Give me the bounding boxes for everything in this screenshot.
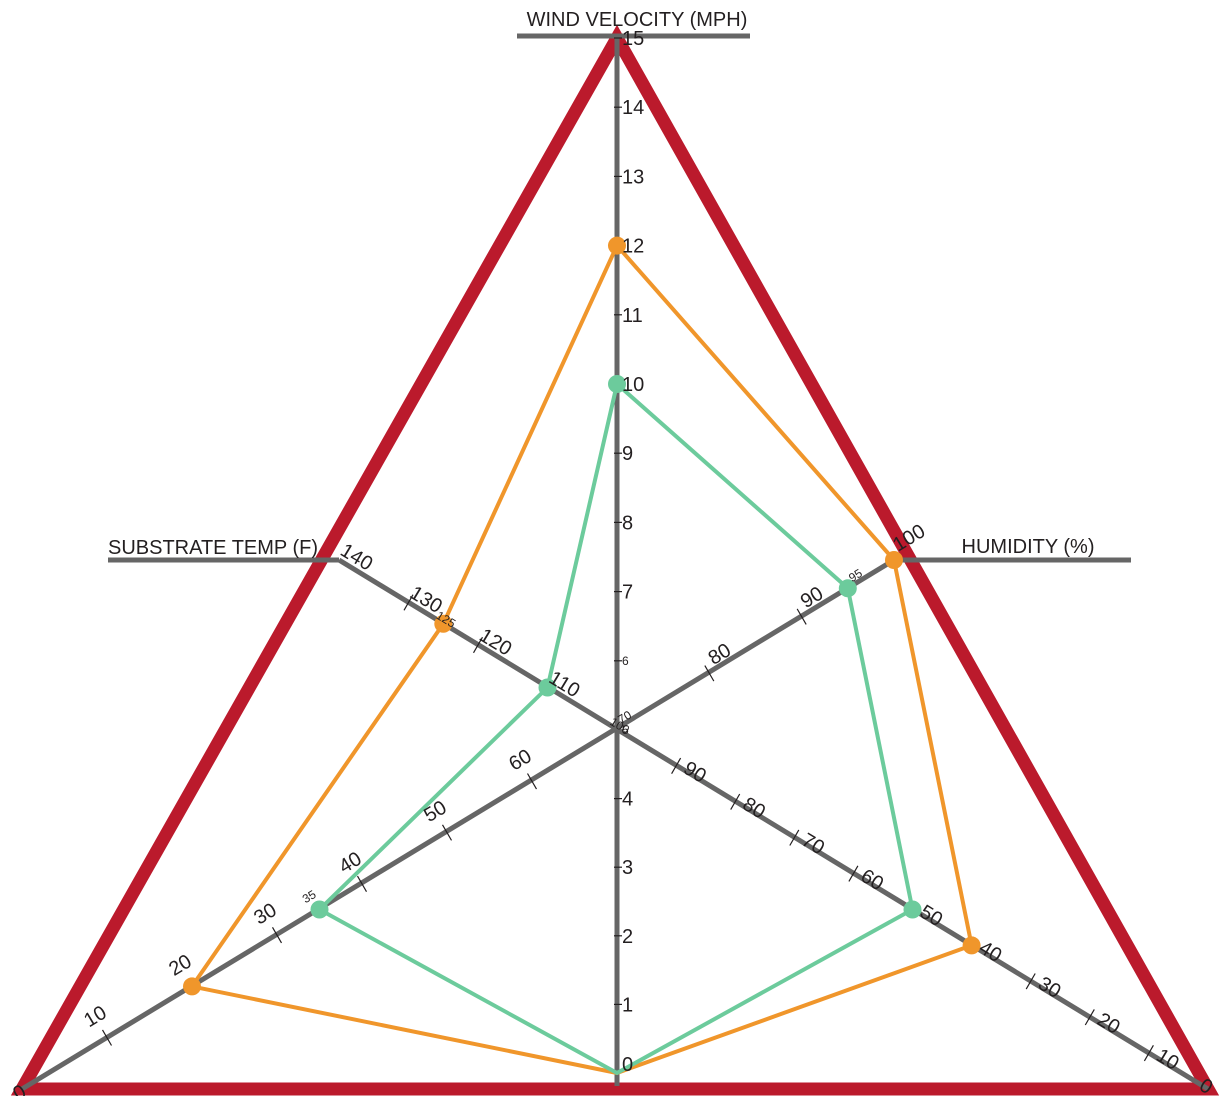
substrate-tick-label: 120 [475, 624, 515, 660]
series-0-point [608, 236, 626, 255]
wind-tick-label: 7 [622, 582, 633, 604]
wind-tick-label: 10 [622, 374, 644, 396]
series-1-point [838, 579, 857, 598]
humidity-lower-tick-mark [730, 793, 741, 810]
wind-tick-label: 6 [622, 654, 629, 668]
wind-tick-label: 12 [622, 236, 644, 258]
series-0-point [183, 977, 201, 996]
wind-tick-label: 4 [622, 789, 633, 811]
substrate-lower-tick-mark [101, 1029, 113, 1046]
substrate-lower-tick-mark [441, 824, 453, 841]
wind-tick-label: 5 [622, 723, 629, 737]
axis-title-humidity: HUMIDITY (%) [962, 536, 1095, 558]
series-0-point [885, 551, 903, 569]
axis-line-substrate-to-bottom-right [337, 557, 1210, 1092]
series-1-point [608, 375, 626, 393]
substrate-lower-tick-mark [356, 875, 368, 892]
wind-tick-label: 13 [622, 166, 644, 188]
triangle-frame-layer [10, 24, 1220, 1096]
substrate-lower-tick-label: 20 [165, 950, 195, 980]
humidity-lower-tick-mark [1143, 1045, 1154, 1062]
series-1-point [310, 900, 329, 919]
series-1-point [538, 678, 557, 697]
wind-tick-label: 15 [622, 28, 644, 50]
wind-tick-label: 0 [622, 1054, 633, 1076]
wind-tick-label: 2 [622, 926, 633, 948]
substrate-lower-tick-label: 60 [505, 745, 535, 775]
series-1-point [903, 900, 922, 919]
axis-title-substrate-temp: SUBSTRATE TEMP (F) [108, 537, 318, 559]
substrate-tick-label: 140 [336, 539, 376, 575]
humidity-tick-label: 95 [846, 566, 865, 585]
humidity-lower-tick-mark [671, 757, 682, 774]
substrate-lower-tick-label: 50 [420, 797, 450, 827]
wind-tick-label: 8 [622, 512, 633, 534]
humidity-tick-label: 70 [615, 708, 634, 727]
axis-line-humidity-to-bottom-left [20, 557, 896, 1092]
humidity-lower-tick-mark [1084, 1009, 1095, 1026]
labels-layer: WIND VELOCITY (MPH) HUMIDITY (%) SUBSTRA… [9, 9, 1216, 1096]
wind-tick-label: 14 [622, 97, 644, 119]
wind-tick-label: 9 [622, 443, 633, 465]
substrate-lower-tick-label: 35 [300, 887, 319, 906]
substrate-lower-tick-mark [526, 773, 538, 790]
substrate-tick-mark [472, 636, 484, 654]
humidity-lower-tick-mark [848, 865, 859, 882]
substrate-lower-tick-label: 10 [80, 1002, 110, 1032]
substrate-lower-tick-mark [271, 927, 283, 944]
humidity-tick-mark [796, 608, 807, 625]
series-0-line [190, 243, 974, 1075]
axis-title-wind: WIND VELOCITY (MPH) [527, 9, 748, 31]
substrate-lower-tick-label: 40 [335, 848, 365, 878]
humidity-tick-label: 90 [797, 583, 827, 613]
series-0-point [434, 614, 453, 633]
substrate-tick-mark [403, 594, 414, 611]
wind-tick-label: 3 [622, 857, 633, 879]
triangle-frame [10, 24, 1220, 1096]
humidity-lower-tick-mark [1025, 973, 1036, 990]
axes-layer [20, 33, 1210, 1092]
series-layer [183, 236, 981, 1075]
wind-tick-label: 1 [622, 994, 633, 1016]
humidity-tick-label: 80 [705, 639, 735, 669]
substrate-lower-tick-label: 30 [250, 899, 280, 929]
series-0-point [962, 936, 981, 955]
humidity-lower-tick-mark [789, 829, 800, 846]
wind-tick-label: 11 [622, 305, 643, 327]
humidity-tick-mark [704, 665, 715, 682]
